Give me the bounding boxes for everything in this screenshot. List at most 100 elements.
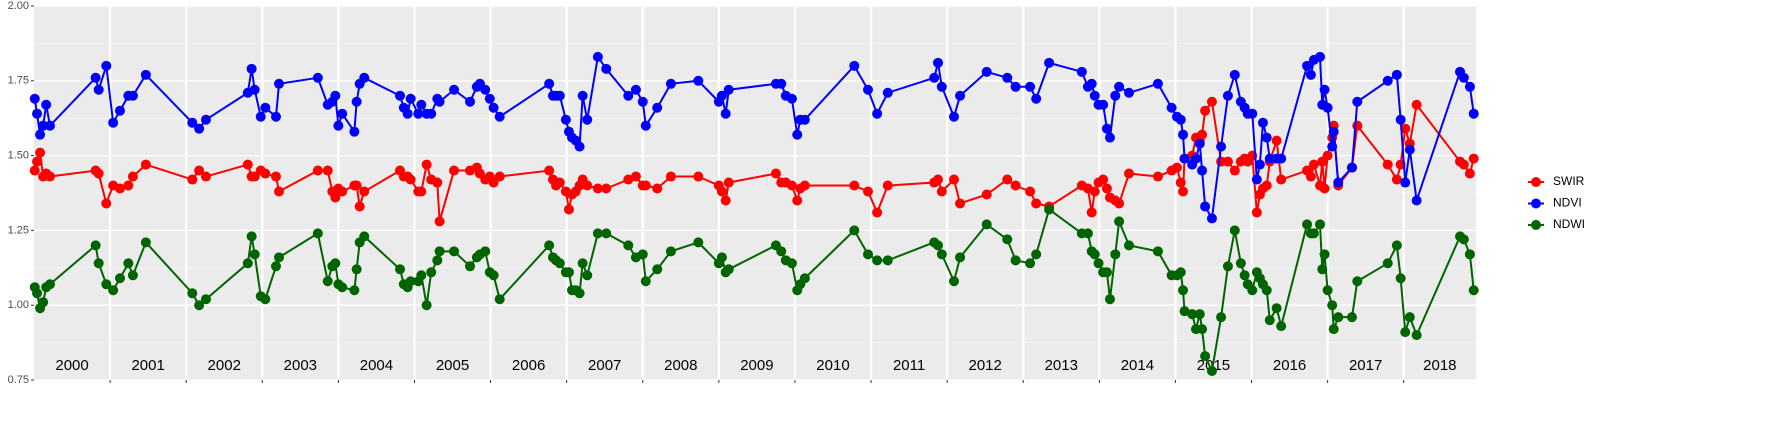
point [1458, 72, 1469, 83]
point [637, 249, 648, 260]
point [1101, 267, 1112, 278]
point [786, 93, 797, 104]
point [1276, 153, 1287, 164]
point [1315, 51, 1326, 62]
point [200, 171, 211, 182]
point [577, 90, 588, 101]
point [955, 252, 966, 263]
point [1031, 249, 1042, 260]
point [554, 177, 565, 188]
point [395, 90, 406, 101]
point [426, 267, 437, 278]
year-label: 2004 [360, 357, 393, 374]
point [1395, 114, 1406, 125]
point [1346, 312, 1357, 323]
point [792, 129, 803, 140]
point [465, 261, 476, 272]
point [1190, 153, 1201, 164]
point [330, 90, 341, 101]
point [421, 159, 432, 170]
legend-label: NDVI [1553, 196, 1582, 210]
point [1179, 153, 1190, 164]
point [333, 120, 344, 131]
point [1222, 90, 1233, 101]
point [1391, 69, 1402, 80]
point [948, 174, 959, 185]
point [955, 90, 966, 101]
point [114, 273, 125, 284]
point [322, 276, 333, 287]
point [32, 288, 43, 299]
point [1197, 129, 1208, 140]
point [249, 249, 260, 260]
point [544, 165, 555, 176]
point [1044, 204, 1055, 215]
legend-point [1531, 177, 1541, 187]
point [716, 90, 727, 101]
point [1098, 174, 1109, 185]
point [416, 99, 427, 110]
point [1305, 171, 1316, 182]
point [337, 186, 348, 197]
point [1175, 267, 1186, 278]
point [101, 198, 112, 209]
point [1411, 330, 1422, 341]
point [1194, 138, 1205, 149]
point [402, 108, 413, 119]
point [351, 264, 362, 275]
point [1346, 162, 1357, 173]
point [554, 90, 565, 101]
point [465, 96, 476, 107]
point [1187, 309, 1198, 320]
year-label: 2016 [1273, 357, 1306, 374]
point [260, 168, 271, 179]
point [140, 69, 151, 80]
point [1114, 216, 1125, 227]
point [623, 90, 634, 101]
point [640, 180, 651, 191]
point [652, 264, 663, 275]
point [93, 84, 104, 95]
point [577, 258, 588, 269]
point [1247, 108, 1258, 119]
point [882, 255, 893, 266]
point [1002, 174, 1013, 185]
point [981, 189, 992, 200]
point [432, 177, 443, 188]
point [32, 156, 43, 167]
point [716, 186, 727, 197]
point [872, 255, 883, 266]
point [936, 249, 947, 260]
point [1382, 258, 1393, 269]
year-label: 2012 [968, 357, 1001, 374]
point [1327, 300, 1338, 311]
point [1104, 294, 1115, 305]
point [449, 84, 460, 95]
point [29, 93, 40, 104]
point [484, 93, 495, 104]
y-tick-label: 1.00 [8, 299, 29, 311]
point [693, 75, 704, 86]
point [770, 168, 781, 179]
point [187, 117, 198, 128]
point [1302, 219, 1313, 230]
point [1178, 129, 1189, 140]
point [1333, 177, 1344, 188]
point [582, 270, 593, 281]
point [544, 240, 555, 251]
point [1076, 66, 1087, 77]
point [494, 171, 505, 182]
y-tick-label: 2.00 [8, 0, 29, 12]
point [274, 186, 285, 197]
point [1124, 168, 1135, 179]
point [1305, 69, 1316, 80]
point [123, 180, 134, 191]
legend-point [1531, 198, 1541, 209]
point [936, 186, 947, 197]
point [1315, 219, 1326, 230]
point [421, 300, 432, 311]
point [1114, 81, 1125, 92]
point [1308, 159, 1319, 170]
year-label: 2010 [816, 357, 849, 374]
